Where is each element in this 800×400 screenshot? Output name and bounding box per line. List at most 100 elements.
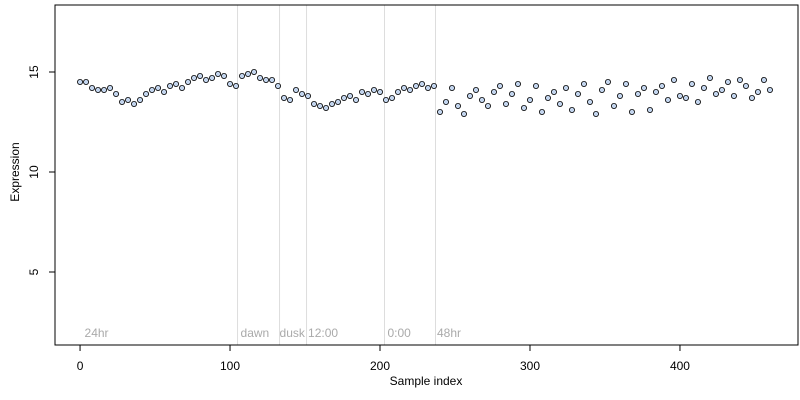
point (628, 109, 635, 116)
plot-frame (54, 4, 799, 346)
point (215, 71, 222, 78)
point (436, 109, 443, 116)
point (598, 87, 605, 94)
point (442, 99, 449, 106)
point (526, 97, 533, 104)
point (652, 89, 659, 96)
point (562, 85, 569, 92)
annotation: 24hr (85, 326, 109, 340)
point (125, 97, 132, 104)
x-tick-label: 200 (370, 359, 390, 373)
point (137, 97, 144, 104)
point (730, 93, 737, 100)
point (83, 79, 90, 86)
point (496, 83, 503, 90)
point (484, 103, 491, 110)
annotation: dusk (280, 326, 306, 340)
point (568, 107, 575, 114)
point (424, 85, 431, 92)
point (742, 83, 749, 90)
point (610, 103, 617, 110)
point (269, 77, 276, 84)
point (371, 87, 378, 94)
point (514, 81, 521, 88)
point (167, 83, 174, 90)
point (592, 111, 599, 118)
point (335, 99, 342, 106)
point (389, 95, 396, 102)
point (101, 87, 108, 94)
point (245, 71, 252, 78)
point (113, 91, 120, 98)
y-axis-label: Expression (8, 142, 22, 201)
annotation: dawn (241, 326, 270, 340)
point (454, 103, 461, 110)
point (700, 85, 707, 92)
point (347, 93, 354, 100)
point (676, 93, 683, 100)
point (203, 77, 210, 84)
point (736, 77, 743, 84)
point (748, 95, 755, 102)
point (520, 105, 527, 112)
point (532, 83, 539, 90)
point (341, 95, 348, 102)
point (77, 79, 84, 86)
point (502, 101, 509, 108)
point (724, 79, 731, 86)
point (550, 89, 557, 96)
point (95, 87, 102, 94)
point (718, 87, 725, 94)
point (311, 101, 318, 108)
point (556, 101, 563, 108)
point (472, 87, 479, 94)
annotation: 48hr (437, 326, 461, 340)
point (640, 85, 647, 92)
point (634, 91, 641, 98)
x-axis-label: Sample index (390, 374, 463, 388)
point (227, 81, 234, 88)
point (694, 99, 701, 106)
point (221, 73, 228, 80)
point (107, 85, 114, 92)
point (712, 91, 719, 98)
point (448, 85, 455, 92)
point (490, 89, 497, 96)
point (353, 97, 360, 104)
point (155, 85, 162, 92)
point (580, 81, 587, 88)
point (574, 91, 581, 98)
point (233, 83, 240, 90)
point (538, 109, 545, 116)
point (281, 95, 288, 102)
point (89, 85, 96, 92)
point (658, 83, 665, 90)
point (754, 89, 761, 96)
point (149, 87, 156, 94)
point (191, 75, 198, 82)
point (143, 91, 150, 98)
y-tick-label: 15 (27, 65, 41, 79)
point (760, 77, 767, 84)
point (430, 83, 437, 90)
point (413, 83, 420, 90)
point (616, 93, 623, 100)
point (466, 93, 473, 100)
point (257, 75, 264, 82)
point (766, 87, 773, 94)
point (478, 97, 485, 104)
annotation: 0:00 (388, 326, 412, 340)
point (305, 93, 312, 100)
y-tick-label: 10 (27, 165, 41, 179)
point (131, 101, 138, 108)
point (365, 91, 372, 98)
point (419, 81, 426, 88)
point (317, 103, 324, 110)
point (508, 91, 515, 98)
point (323, 105, 330, 112)
point (586, 99, 593, 106)
point (209, 75, 216, 82)
point (293, 87, 300, 94)
point (664, 97, 671, 104)
